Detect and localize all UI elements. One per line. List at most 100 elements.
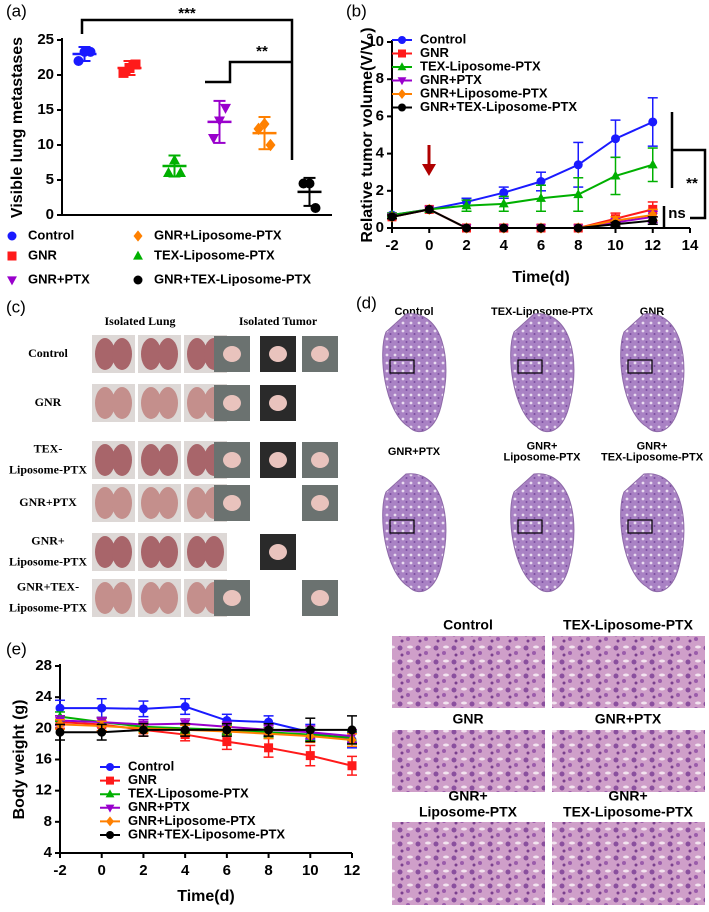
significance-label: ns	[668, 205, 686, 222]
roi-box	[389, 359, 415, 374]
y-tick-label: 15	[37, 101, 54, 118]
marker	[163, 167, 174, 177]
marker	[648, 117, 658, 127]
marker	[222, 725, 232, 735]
lung	[141, 387, 161, 419]
x-tick-label: 14	[682, 237, 699, 254]
legend-marker	[7, 251, 17, 261]
marker	[304, 178, 315, 189]
significance-label: **	[256, 43, 268, 60]
series-line	[391, 163, 654, 216]
marker	[347, 725, 357, 735]
row-label: GNR+PTX	[19, 495, 77, 509]
legend-marker	[106, 831, 114, 839]
marker	[387, 212, 397, 222]
legend-label: Control	[28, 227, 74, 242]
y-tick-label: 4	[44, 844, 53, 861]
legend-label: TEX-Liposome-PTX	[128, 786, 249, 801]
micrograph-label: Liposome-PTX	[419, 804, 518, 820]
lung	[112, 536, 132, 568]
x-tick-label: 12	[344, 862, 361, 879]
marker	[499, 223, 509, 233]
y-axis-label: Visible lung metastases	[9, 37, 26, 218]
marker	[573, 189, 584, 199]
legend-label: GNR+Liposome-PTX	[128, 813, 256, 828]
lung	[187, 487, 207, 519]
tumor	[223, 495, 241, 511]
legend-marker	[398, 49, 406, 58]
lung	[187, 338, 207, 370]
lung	[158, 387, 178, 419]
section-label: GNR+	[527, 440, 558, 452]
roi-box	[517, 519, 543, 534]
marker	[138, 704, 148, 714]
tumor	[311, 452, 329, 468]
micrograph-label: GNR	[452, 711, 483, 727]
column-header: Isolated Lung	[104, 314, 175, 328]
marker	[220, 103, 231, 114]
lung	[141, 582, 161, 614]
legend-marker	[7, 276, 17, 286]
legend-label: Control	[420, 31, 466, 46]
tumor	[269, 395, 287, 411]
marker	[130, 59, 141, 70]
tumor	[223, 452, 241, 468]
x-tick-label: 8	[264, 862, 272, 879]
marker	[611, 134, 620, 144]
x-tick-label: 0	[98, 862, 106, 879]
lung	[141, 338, 161, 370]
micrograph	[392, 636, 545, 708]
legend-label: GNR+PTX	[28, 271, 90, 286]
micrograph-label: Control	[443, 617, 493, 633]
legend-label: GNR+TEX-Liposome-PTX	[128, 826, 285, 841]
legend-label: GNR+PTX	[128, 799, 190, 814]
roi-box	[627, 359, 653, 374]
micrograph-label: GNR+PTX	[595, 711, 662, 727]
marker	[124, 63, 135, 73]
marker	[138, 725, 148, 735]
tumor	[311, 346, 329, 362]
tumor	[223, 590, 241, 606]
legend-marker	[7, 231, 17, 241]
tumor	[223, 346, 241, 362]
lung	[141, 487, 161, 519]
row-label: TEX-	[34, 441, 63, 455]
marker	[259, 117, 270, 131]
tumor	[223, 395, 241, 411]
tumor	[311, 590, 329, 606]
marker	[118, 67, 129, 78]
y-tick-label: 8	[44, 813, 52, 830]
y-tick-label: 0	[46, 206, 54, 223]
lung	[187, 536, 207, 568]
tumor	[269, 544, 287, 560]
legend-marker	[106, 816, 114, 827]
y-tick-label: 4	[376, 145, 385, 162]
y-axis-label: Body weight (g)	[11, 700, 28, 820]
panel-label: (d)	[356, 293, 377, 312]
row-label: Liposome-PTX	[9, 600, 87, 614]
micrograph-label: GNR+	[448, 788, 487, 804]
significance-label: ***	[178, 5, 196, 22]
marker	[611, 219, 620, 229]
marker	[573, 160, 583, 170]
series-line	[59, 719, 353, 738]
roi-box	[389, 519, 415, 534]
x-tick-label: 4	[500, 237, 509, 254]
section-label: Liposome-PTX	[503, 451, 581, 463]
marker	[536, 177, 546, 186]
marker	[461, 200, 472, 210]
legend-marker	[106, 763, 114, 771]
y-tick-label: 12	[35, 782, 52, 799]
series-line	[60, 728, 352, 734]
significance-bracket	[80, 18, 294, 160]
y-tick-label: 6	[376, 107, 384, 124]
section-label: TEX-Liposome-PTX	[491, 306, 594, 318]
y-tick-label: 20	[35, 719, 52, 736]
lung	[95, 444, 115, 476]
legend-label: TEX-Liposome-PTX	[420, 58, 541, 73]
tumor	[269, 346, 287, 362]
marker	[97, 727, 107, 737]
marker	[169, 154, 180, 165]
section-label: GNR+PTX	[388, 446, 441, 458]
